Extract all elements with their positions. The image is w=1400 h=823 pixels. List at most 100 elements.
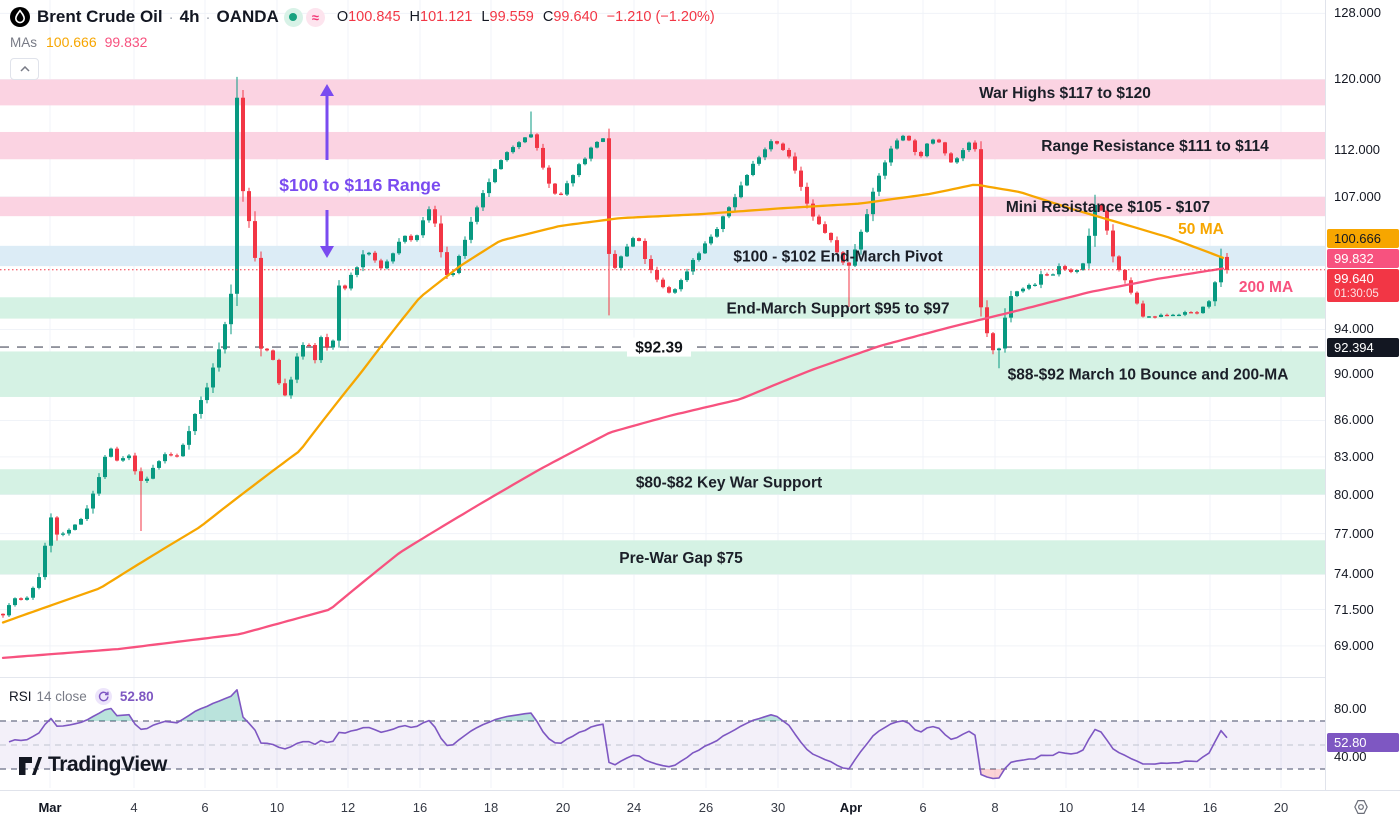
candle-body [703, 243, 707, 254]
candle-body [841, 252, 845, 263]
candle-body [655, 269, 659, 280]
candle-body [601, 138, 605, 142]
candle-body [913, 140, 917, 152]
candle-body [427, 209, 431, 221]
candle-body [415, 235, 419, 241]
candle-body [1081, 263, 1085, 270]
level-label: $92.39 [635, 340, 683, 357]
tradingview-watermark[interactable]: TradingView [18, 753, 167, 777]
level-label-backing [627, 337, 691, 357]
collapse-legend-button[interactable] [10, 58, 39, 80]
time-tick-label: 6 [201, 800, 209, 815]
candle-body [1003, 317, 1007, 349]
candle-body [991, 333, 995, 351]
price-tick-label: 77.000 [1334, 525, 1374, 541]
candle-body [217, 349, 221, 368]
candle-body [169, 454, 173, 456]
candle-body [373, 252, 377, 261]
candle-body [571, 175, 575, 184]
ma200-price-badge: 99.832 [1327, 248, 1399, 268]
symbol-title[interactable]: Brent Crude Oil [37, 7, 163, 26]
candle-body [1093, 204, 1097, 236]
rsi-loop-icon[interactable] [94, 687, 112, 705]
price-tick-label: 80.000 [1334, 486, 1374, 502]
candle-body [73, 524, 77, 530]
candle-body [457, 255, 461, 274]
rsi-title[interactable]: RSI [9, 688, 32, 704]
candle-body [361, 254, 365, 268]
candle-body [673, 289, 677, 293]
ohlc-readout: O100.845 H101.121 L99.559 C99.640 −1.210… [336, 9, 715, 25]
zone-label: $88-$92 March 10 Bounce and 200-MA [1008, 367, 1289, 384]
time-tick-label: 14 [1130, 800, 1146, 815]
candle-body [667, 287, 671, 293]
time-tick-label: 26 [698, 800, 714, 815]
ma200-line [1, 267, 1225, 660]
rsi-value: 52.80 [119, 688, 154, 704]
candle-body [475, 207, 479, 222]
ma50-line [1, 183, 1225, 624]
candle-body [799, 170, 803, 187]
candle-body [955, 158, 959, 163]
candle-body [115, 448, 119, 461]
main-chart-canvas[interactable]: War Highs $117 to $120 Range Resistance $… [0, 0, 1325, 790]
time-tick-label: 18 [483, 800, 499, 815]
tradingview-logo-icon [18, 753, 42, 777]
candle-body [37, 577, 41, 588]
candle-body [103, 456, 107, 478]
price-axis[interactable]: 128.000 120.000 112.000 107.000 94.000 90.000… [1325, 0, 1400, 790]
ma-legend-row: MAs 100.666 99.832 [10, 32, 715, 52]
delayed-data-icon[interactable]: ≈ [305, 7, 325, 27]
ma50-value: 100.666 [46, 34, 97, 50]
candle-body [1, 613, 5, 616]
candle-body [121, 458, 125, 461]
candle-body [31, 587, 35, 598]
candle-body [211, 367, 215, 388]
candle-body [1015, 291, 1019, 297]
rsi-overbought-fill [179, 689, 247, 721]
chart-legend: Brent Crude Oil · 4h · OANDA ≈ O100.845 … [10, 5, 715, 80]
time-axis-settings-icon[interactable] [1352, 798, 1370, 816]
candle-body [421, 220, 425, 236]
candle-body [643, 240, 647, 260]
range-annotation-text: $100 to $116 Range [279, 175, 441, 195]
candle-body [409, 235, 413, 241]
candle-body [61, 533, 65, 535]
candle-body [247, 191, 251, 222]
candle-body [313, 345, 317, 361]
candle-body [1189, 312, 1193, 314]
candle-body [1153, 316, 1157, 318]
market-open-dot-icon[interactable] [283, 7, 303, 27]
pane-divider[interactable] [0, 677, 1325, 678]
candle-body [157, 461, 161, 468]
candle-body [553, 183, 557, 194]
candle-body [691, 259, 695, 272]
mas-label[interactable]: MAs [10, 34, 37, 50]
candle-body [451, 273, 455, 276]
range-arrow-head-down [320, 246, 334, 258]
candle-body [1087, 235, 1091, 264]
candle-body [1117, 256, 1121, 270]
candle-body [943, 142, 947, 154]
time-axis[interactable]: Mar 4 6 10 12 16 18 20 24 26 30 Apr 6 8 10 14 16 20 [0, 790, 1400, 823]
candle-body [1213, 282, 1217, 302]
candle-body [619, 256, 623, 268]
candle-body [583, 158, 587, 165]
candle-body [847, 262, 851, 266]
zone-band [0, 196, 1325, 217]
candle-body [1207, 301, 1211, 307]
candle-body [265, 348, 269, 351]
candle-body [1045, 274, 1049, 276]
candle-body [379, 260, 383, 269]
interval-label[interactable]: 4h [179, 7, 200, 26]
price-tick-label: 107.000 [1334, 188, 1381, 204]
candle-body [811, 203, 815, 217]
candle-body [79, 518, 83, 525]
candle-body [391, 253, 395, 262]
candle-body [7, 605, 11, 616]
ma50-price-badge: 100.666 [1327, 228, 1399, 248]
candle-body [817, 216, 821, 225]
candle-body [901, 135, 905, 141]
exchange-label[interactable]: OANDA [216, 7, 279, 26]
candle-body [733, 197, 737, 208]
